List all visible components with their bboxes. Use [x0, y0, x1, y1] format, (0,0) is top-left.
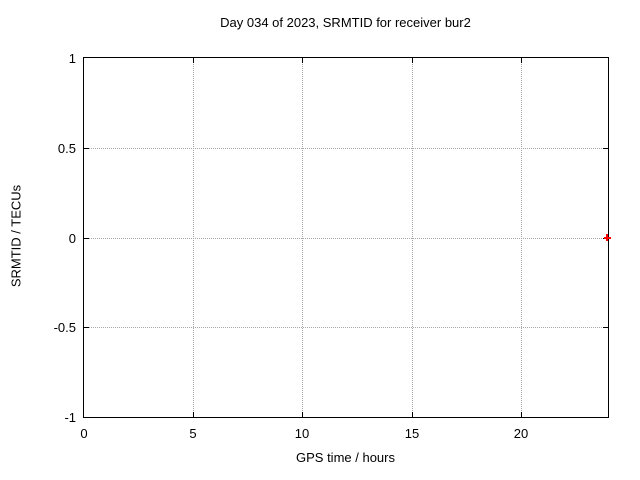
y-grid-line	[84, 148, 608, 149]
x-tick-mark	[412, 58, 413, 63]
y-axis-label: SRMTID / TECUs	[8, 184, 24, 288]
data-point-marker	[603, 234, 611, 241]
plus-marker-vbar	[606, 234, 608, 241]
x-tick-mark	[302, 412, 303, 417]
x-tick-label: 5	[189, 426, 197, 441]
x-tick-label: 10	[294, 426, 310, 441]
x-grid-line	[302, 58, 303, 417]
y-tick-label: 0.5	[57, 141, 76, 156]
x-tick-mark	[521, 58, 522, 63]
y-tick-mark	[603, 327, 608, 328]
x-grid-line	[412, 58, 413, 417]
y-grid-line	[84, 327, 608, 328]
x-tick-mark	[302, 58, 303, 63]
y-tick-mark	[84, 327, 89, 328]
x-tick-mark	[193, 412, 194, 417]
y-tick-label: 0	[68, 231, 76, 246]
y-tick-label: -1	[64, 410, 76, 425]
plot-area: 0 5 10 15 20 1 0.5 0 -0.5 -1	[54, 51, 611, 441]
x-tick-mark	[193, 58, 194, 63]
y-tick-mark	[84, 148, 89, 149]
y-tick-label: 1	[68, 51, 76, 66]
x-tick-label: 15	[404, 426, 420, 441]
y-tick-mark	[603, 148, 608, 149]
y-tick-mark	[84, 238, 89, 239]
x-grid-line	[193, 58, 194, 417]
y-tick-label: -0.5	[53, 320, 76, 335]
x-axis-label: GPS time / hours	[296, 450, 395, 465]
x-grid-line	[521, 58, 522, 417]
x-tick-label: 20	[513, 426, 529, 441]
x-tick-mark	[412, 412, 413, 417]
x-tick-label: 0	[80, 426, 88, 441]
y-grid-line	[84, 238, 608, 239]
x-tick-mark	[521, 412, 522, 417]
y-tick-mark	[603, 238, 608, 239]
chart-title: Day 034 of 2023, SRMTID for receiver bur…	[220, 15, 471, 30]
